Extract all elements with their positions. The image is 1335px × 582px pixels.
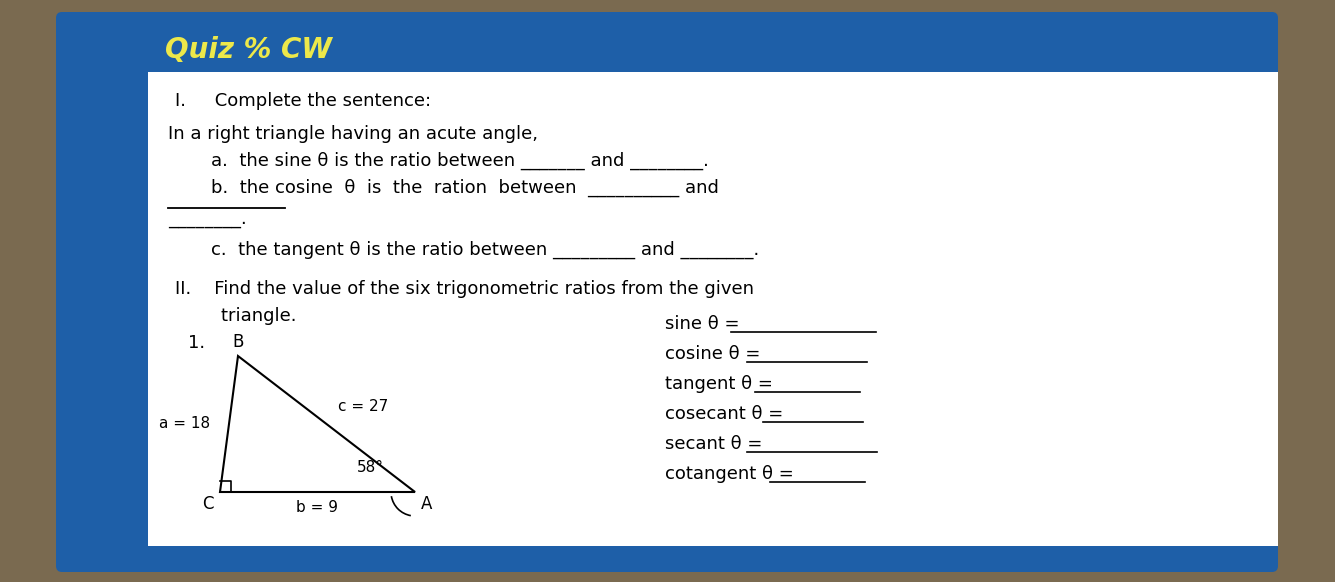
- Text: II.    Find the value of the six trigonometric ratios from the given: II. Find the value of the six trigonomet…: [175, 280, 754, 298]
- FancyBboxPatch shape: [148, 72, 1278, 546]
- Text: c = 27: c = 27: [339, 399, 388, 414]
- Text: secant θ =: secant θ =: [665, 435, 762, 453]
- Text: C: C: [203, 495, 214, 513]
- Text: Quiz % CW: Quiz % CW: [166, 36, 332, 64]
- Text: In a right triangle having an acute angle,: In a right triangle having an acute angl…: [168, 125, 538, 143]
- Text: b.  the cosine  θ  is  the  ration  between  __________ and: b. the cosine θ is the ration between __…: [188, 179, 718, 197]
- Text: B: B: [232, 333, 244, 351]
- Text: I.     Complete the sentence:: I. Complete the sentence:: [175, 92, 431, 110]
- Text: cosine θ =: cosine θ =: [665, 345, 761, 363]
- Text: ________.: ________.: [168, 210, 247, 228]
- Text: a = 18: a = 18: [159, 417, 210, 431]
- Text: a.  the sine θ is the ratio between _______ and ________.: a. the sine θ is the ratio between _____…: [188, 152, 709, 171]
- Text: cotangent θ =: cotangent θ =: [665, 465, 794, 483]
- Text: b = 9: b = 9: [296, 500, 339, 515]
- Text: 1.: 1.: [188, 334, 206, 352]
- Text: c.  the tangent θ is the ratio between _________ and ________.: c. the tangent θ is the ratio between __…: [188, 241, 760, 259]
- Text: cosecant θ =: cosecant θ =: [665, 405, 784, 423]
- Text: tangent θ =: tangent θ =: [665, 375, 773, 393]
- Text: A: A: [421, 495, 433, 513]
- Text: sine θ =: sine θ =: [665, 315, 740, 333]
- Text: triangle.: triangle.: [175, 307, 296, 325]
- Text: 58°: 58°: [356, 460, 384, 475]
- FancyBboxPatch shape: [56, 12, 1278, 572]
